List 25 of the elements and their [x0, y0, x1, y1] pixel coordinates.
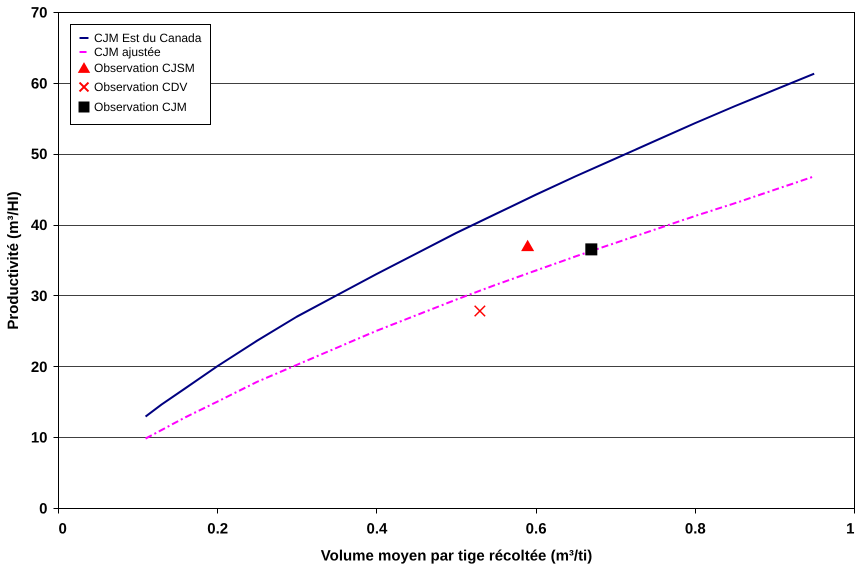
y-axis-title: Productivité (m³/HI) [4, 191, 22, 330]
y-tick-label: 0 [39, 500, 48, 518]
y-tick-label: 60 [30, 75, 48, 92]
legend-label: Observation CJM [94, 100, 187, 114]
y-tick-label: 70 [30, 4, 48, 22]
point [585, 243, 598, 256]
legend-label: CJM ajustée [94, 45, 162, 59]
legend-label: Observation CDV [94, 80, 188, 94]
y-tick-label: 10 [30, 430, 48, 447]
y-tick-label: 50 [30, 146, 48, 164]
point [474, 305, 486, 318]
legend-label: CJM Est du Canada [94, 31, 202, 45]
y-tick-label: 30 [30, 288, 48, 305]
y-tick-label: 40 [30, 217, 48, 234]
line-series [144, 175, 816, 440]
x-tick-label: 1 [846, 520, 854, 538]
x-axis-title: Volume moyen par tige récoltée (m³/ti) [320, 548, 592, 564]
point [522, 240, 534, 252]
y-tick-label: 20 [30, 358, 48, 376]
x-tick-label: 0.8 [684, 520, 706, 538]
x-tick-label: 0.2 [207, 520, 228, 538]
x-tick-label: 0.6 [526, 520, 547, 538]
x-tick-label: 0 [58, 520, 67, 538]
legend-label: Observation CJSM [94, 61, 195, 75]
x-tick-label: 0.4 [366, 520, 388, 538]
